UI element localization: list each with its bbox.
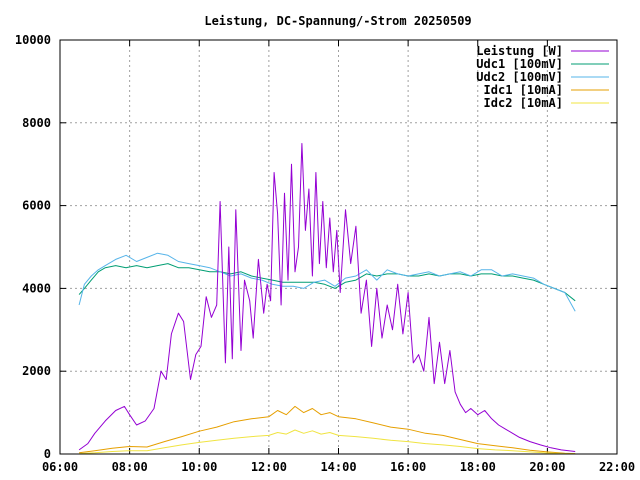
series-line-leistung xyxy=(78,143,576,452)
x-tick-label: 16:00 xyxy=(390,460,426,474)
grid xyxy=(60,40,617,454)
x-tick-label: 08:00 xyxy=(112,460,148,474)
x-tick-label: 06:00 xyxy=(42,460,78,474)
y-tick-label: 10000 xyxy=(15,33,51,47)
x-tick-label: 12:00 xyxy=(251,460,287,474)
series-line-idc1 xyxy=(79,405,576,455)
y-tick-label: 8000 xyxy=(22,116,51,130)
x-tick-label: 22:00 xyxy=(599,460,635,474)
series-line-idc2 xyxy=(79,429,576,455)
plot-border xyxy=(59,39,618,455)
y-tick-label: 0 xyxy=(44,447,51,461)
legend-label: Udc2 [100mV] xyxy=(476,70,563,84)
x-tick-label: 20:00 xyxy=(529,460,565,474)
series-group xyxy=(78,143,576,455)
legend-label: Idc2 [10mA] xyxy=(484,96,563,110)
axis-ticks: 0 2000 4000 6000 8000 10000 06:00 08:00 10:00 12:… xyxy=(15,33,635,474)
x-tick-label: 18:00 xyxy=(460,460,496,474)
y-tick-label: 6000 xyxy=(22,199,51,213)
y-tick-label: 2000 xyxy=(22,364,51,378)
x-tick-label: 14:00 xyxy=(320,460,356,474)
series-line-udc2 xyxy=(78,252,576,312)
y-tick-label: 4000 xyxy=(22,281,51,295)
chart-title: Leistung, DC-Spannung/-Strom 20250509 xyxy=(204,14,471,28)
legend-label: Udc1 [100mV] xyxy=(476,57,563,71)
x-tick-label: 10:00 xyxy=(181,460,217,474)
series-line-udc1 xyxy=(78,263,576,302)
legend-label: Leistung [W] xyxy=(476,44,563,58)
legend: Leistung [W]Udc1 [100mV]Udc2 [100mV]Idc1… xyxy=(476,44,609,110)
legend-label: Idc1 [10mA] xyxy=(484,83,563,97)
